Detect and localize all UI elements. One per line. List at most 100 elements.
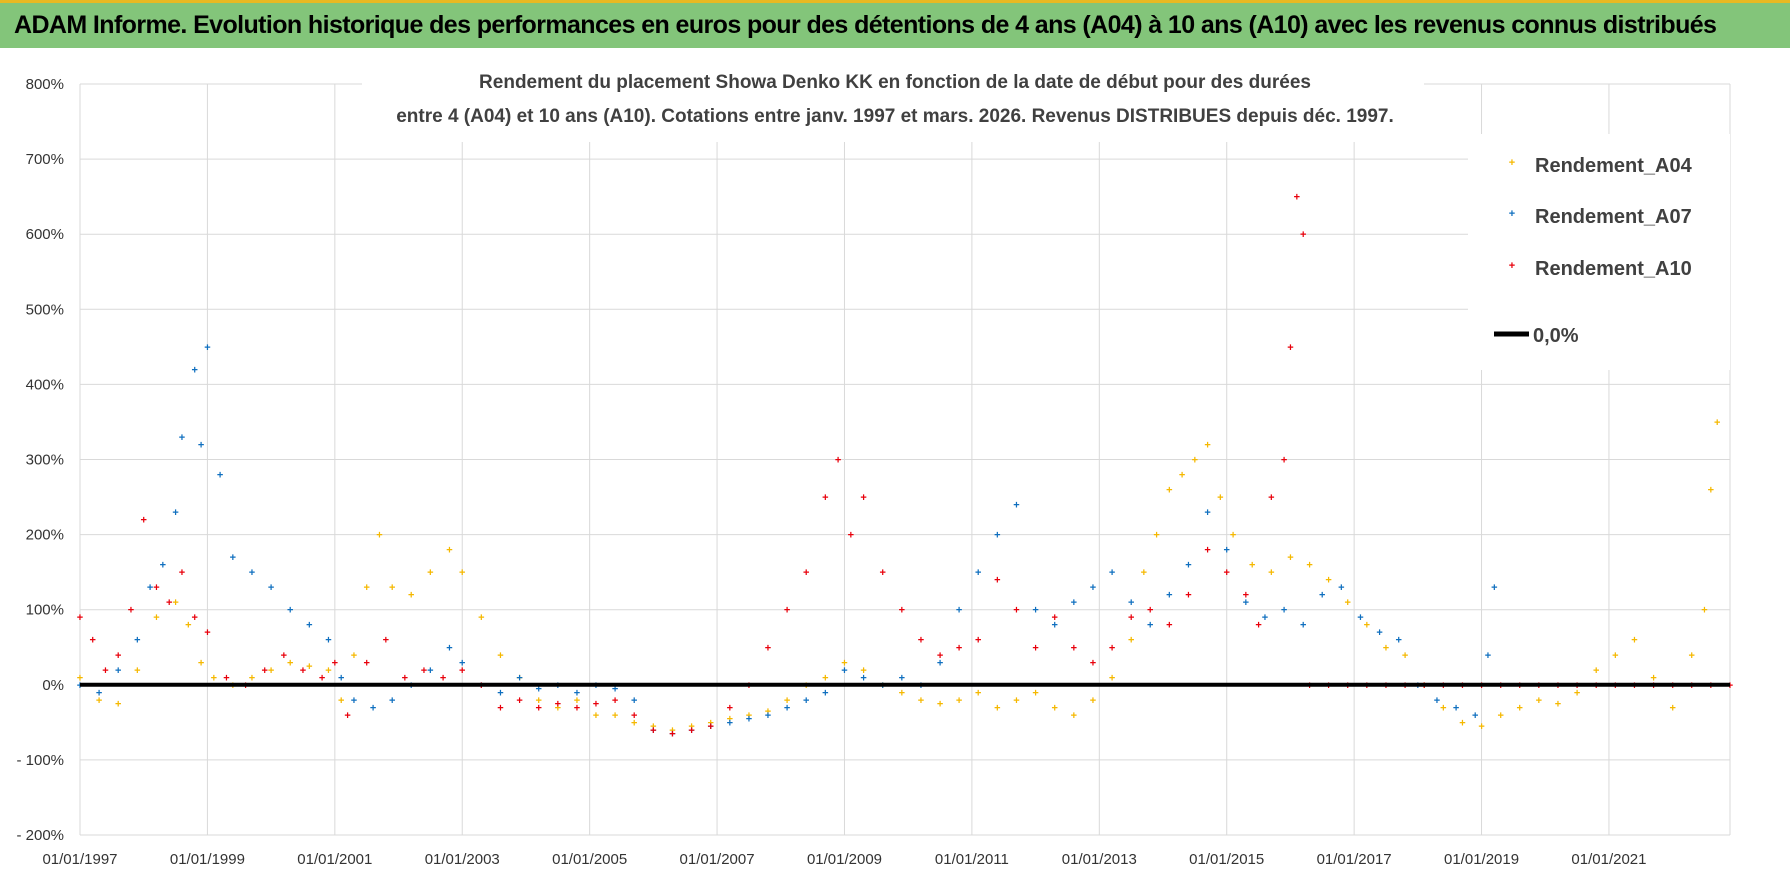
data-point-a07: + <box>803 695 809 707</box>
x-tick-label: 01/01/1997 <box>42 851 117 868</box>
chart-title-line1: Rendement du placement Showa Denko KK en… <box>479 72 1311 93</box>
data-point-a04: + <box>1249 560 1255 572</box>
data-point-a10: + <box>535 702 541 714</box>
data-point-a10: + <box>956 642 962 654</box>
data-point-a04: + <box>1497 710 1503 722</box>
data-point-a04: + <box>1364 620 1370 632</box>
data-point-a07: + <box>1453 702 1459 714</box>
data-point-a10: + <box>1147 605 1153 617</box>
data-point-a07: + <box>860 672 866 684</box>
data-point-a04: + <box>574 695 580 707</box>
data-point-a07: + <box>1472 710 1478 722</box>
data-point-a10: + <box>555 699 561 711</box>
x-tick-label: 01/01/2011 <box>935 851 1009 868</box>
data-point-a10: + <box>669 729 675 741</box>
data-point-a04: + <box>198 657 204 669</box>
data-point-a07: + <box>1090 582 1096 594</box>
data-point-a04: + <box>408 590 414 602</box>
x-tick-label: 01/01/2007 <box>680 851 755 868</box>
data-point-a07: + <box>669 729 675 741</box>
data-point-a04: + <box>650 721 656 733</box>
data-point-a10: + <box>822 492 828 504</box>
data-point-a04: + <box>1192 455 1198 467</box>
data-point-a04: + <box>389 582 395 594</box>
data-point-a07: + <box>306 620 312 632</box>
data-point-a04: + <box>1440 702 1446 714</box>
x-tick-label: 01/01/2021 <box>1571 851 1646 868</box>
data-point-a04: + <box>376 530 382 542</box>
y-tick-label: 200% <box>26 527 64 544</box>
x-tick-label: 01/01/2009 <box>807 851 882 868</box>
data-point-a04: + <box>1689 650 1695 662</box>
data-point-a04: + <box>1555 699 1561 711</box>
data-point-a10: + <box>1268 492 1274 504</box>
data-point-a10: + <box>402 672 408 684</box>
x-tick-label: 01/01/2019 <box>1444 851 1519 868</box>
data-point-a04: + <box>688 721 694 733</box>
data-point-a04: + <box>478 612 484 624</box>
data-point-a10: + <box>363 657 369 669</box>
data-point-a10: + <box>975 635 981 647</box>
data-point-a07: + <box>535 684 541 696</box>
data-point-a04: + <box>1459 717 1465 729</box>
x-axis-tick-labels: 01/01/1997 01/01/1999 01/01/2001 01/01/2003… <box>42 851 1646 868</box>
data-point-a04: + <box>975 687 981 699</box>
data-point-a07: + <box>631 695 637 707</box>
data-point-a07: + <box>134 635 140 647</box>
data-point-a10: + <box>1294 192 1300 204</box>
data-point-a10: + <box>631 710 637 722</box>
y-tick-label: 100% <box>26 602 64 619</box>
data-point-a07: + <box>727 717 733 729</box>
data-point-a04: + <box>669 725 675 737</box>
data-point-a04: + <box>994 702 1000 714</box>
y-tick-label: 400% <box>26 376 64 393</box>
data-point-a04: + <box>707 717 713 729</box>
x-tick-label: 01/01/2015 <box>1189 851 1264 868</box>
data-point-a07: + <box>1491 582 1497 594</box>
data-point-a10: + <box>383 635 389 647</box>
data-point-a04: + <box>96 695 102 707</box>
legend-marker-a07: + <box>1509 208 1515 220</box>
data-point-a04: + <box>351 650 357 662</box>
data-point-a04: + <box>153 612 159 624</box>
data-point-a04: + <box>1345 597 1351 609</box>
data-point-a10: + <box>1300 229 1306 241</box>
data-point-a07: + <box>765 710 771 722</box>
data-point-a10: + <box>102 665 108 677</box>
data-point-a04: + <box>211 672 217 684</box>
data-point-a10: + <box>319 672 325 684</box>
chart: 800% 700% 600% 500% 400% 300% 200% 100% 0% - 100%… <box>16 60 1733 868</box>
data-point-a10: + <box>593 699 599 711</box>
data-point-a07: + <box>370 702 376 714</box>
data-point-a07: + <box>389 695 395 707</box>
data-point-a04: + <box>516 672 522 684</box>
data-point-a07: + <box>1147 620 1153 632</box>
data-point-a07: + <box>249 567 255 579</box>
data-point-a10: + <box>650 725 656 737</box>
data-point-a04: + <box>1166 485 1172 497</box>
data-point-a04: + <box>1306 560 1312 572</box>
data-point-a04: + <box>1141 567 1147 579</box>
data-point-a10: + <box>153 582 159 594</box>
data-point-a10: + <box>223 672 229 684</box>
y-tick-label: 0% <box>42 677 64 694</box>
data-point-a10: + <box>166 597 172 609</box>
data-point-a07: + <box>1357 612 1363 624</box>
data-point-a07: + <box>1166 590 1172 602</box>
data-point-a04: + <box>1153 530 1159 542</box>
data-point-a10: + <box>727 702 733 714</box>
data-point-a04: + <box>1032 687 1038 699</box>
y-tick-label: - 100% <box>16 752 64 769</box>
data-point-a04: + <box>784 695 790 707</box>
x-tick-label: 01/01/1999 <box>170 851 245 868</box>
y-axis-tick-labels: 800% 700% 600% 500% 400% 300% 200% 100% 0% - 100%… <box>16 76 64 844</box>
data-point-a07: + <box>325 635 331 647</box>
data-point-a10: + <box>1243 590 1249 602</box>
data-point-a10: + <box>1013 605 1019 617</box>
data-point-a10: + <box>421 665 427 677</box>
data-point-a10: + <box>1166 620 1172 632</box>
data-point-a04: + <box>1478 721 1484 733</box>
data-point-a10: + <box>300 665 306 677</box>
banner: ADAM Informe. Evolution historique des p… <box>0 0 1790 48</box>
data-point-a10: + <box>115 650 121 662</box>
